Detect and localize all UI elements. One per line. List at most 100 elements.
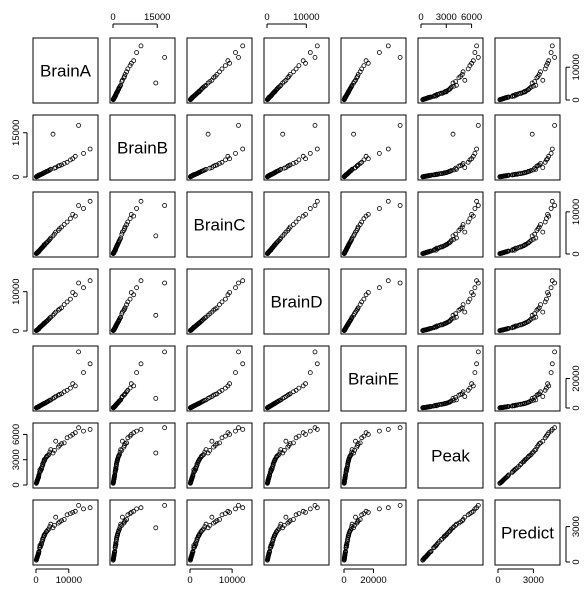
data-point	[513, 92, 519, 97]
data-point	[548, 428, 554, 434]
data-point	[134, 370, 140, 376]
data-point	[532, 231, 537, 237]
data-point	[355, 163, 361, 168]
data-point	[355, 442, 361, 448]
data-point	[474, 43, 480, 49]
data-point	[397, 280, 403, 286]
data-point	[281, 165, 287, 171]
data-point	[120, 514, 125, 520]
data-point	[312, 349, 318, 355]
data-point	[296, 63, 302, 68]
data-point	[35, 476, 41, 482]
data-point	[397, 55, 403, 60]
data-point	[227, 156, 233, 162]
data-point	[458, 74, 464, 79]
data-point	[114, 458, 120, 464]
data-point	[342, 173, 348, 179]
data-point	[219, 66, 225, 72]
panel-braina-braina: BrainA	[32, 37, 99, 104]
data-point	[222, 296, 228, 302]
data-point	[363, 58, 369, 64]
data-point	[424, 173, 430, 179]
data-point	[119, 395, 125, 400]
data-point	[131, 508, 137, 514]
data-point	[314, 361, 320, 367]
data-point	[532, 79, 537, 84]
data-point	[70, 211, 76, 217]
data-point	[296, 216, 302, 222]
data-point	[385, 198, 391, 204]
data-point	[453, 523, 459, 528]
data-point	[111, 95, 117, 101]
data-point	[458, 391, 464, 397]
panel-frame	[417, 37, 484, 104]
data-point	[352, 165, 357, 171]
data-point	[271, 401, 277, 407]
data-point	[293, 66, 299, 72]
data-point	[448, 398, 454, 404]
data-point	[61, 160, 67, 166]
panel-peak-braine	[340, 422, 407, 489]
data-point	[212, 519, 218, 525]
data-point	[502, 327, 507, 332]
data-point	[448, 238, 454, 243]
variable-label: BrainC	[194, 216, 246, 235]
data-point	[434, 323, 440, 329]
data-point	[437, 402, 442, 408]
data-point	[116, 239, 122, 245]
data-point	[531, 315, 536, 321]
data-point	[420, 557, 426, 563]
data-point	[271, 243, 277, 249]
data-point	[303, 156, 308, 162]
data-point	[343, 549, 348, 555]
panel-braina-peak	[417, 37, 484, 104]
tick-label: 3000	[11, 449, 22, 470]
tick-label: 10000	[219, 575, 245, 586]
panel-frame	[494, 499, 561, 566]
data-point	[472, 370, 478, 376]
data-point	[544, 296, 549, 302]
data-point	[280, 131, 286, 137]
data-point	[424, 249, 430, 255]
data-point	[270, 536, 276, 542]
data-point	[293, 159, 299, 165]
panel-frame	[263, 114, 330, 181]
data-point	[268, 93, 274, 99]
data-point	[55, 307, 61, 313]
panel-braind-brainb	[109, 268, 176, 335]
panel-frame	[32, 345, 99, 412]
data-point	[195, 533, 201, 539]
data-point	[119, 523, 125, 528]
data-point	[72, 153, 78, 159]
data-point	[128, 60, 134, 66]
data-point	[376, 206, 382, 211]
data-point	[124, 302, 129, 308]
data-point	[376, 150, 382, 156]
data-point	[510, 403, 516, 409]
data-point	[269, 541, 275, 547]
data-point	[516, 464, 521, 469]
data-point	[114, 89, 120, 95]
panel-frame	[494, 422, 561, 489]
panel-frame	[32, 114, 99, 181]
data-point	[285, 520, 291, 526]
data-point	[39, 539, 45, 544]
data-point	[266, 95, 271, 101]
data-point	[195, 401, 201, 407]
panel-braina-braine	[340, 37, 407, 104]
data-point	[41, 243, 47, 249]
data-point	[451, 236, 457, 242]
data-point	[293, 219, 299, 225]
data-point	[531, 83, 536, 89]
data-point	[548, 50, 554, 55]
data-point	[267, 248, 272, 254]
data-point	[312, 203, 318, 208]
data-point	[119, 79, 125, 84]
data-point	[76, 123, 81, 128]
data-point	[191, 93, 197, 99]
data-point	[191, 324, 197, 330]
data-point	[153, 525, 159, 531]
data-point	[153, 450, 159, 456]
data-point	[87, 146, 93, 152]
data-point	[37, 324, 43, 330]
